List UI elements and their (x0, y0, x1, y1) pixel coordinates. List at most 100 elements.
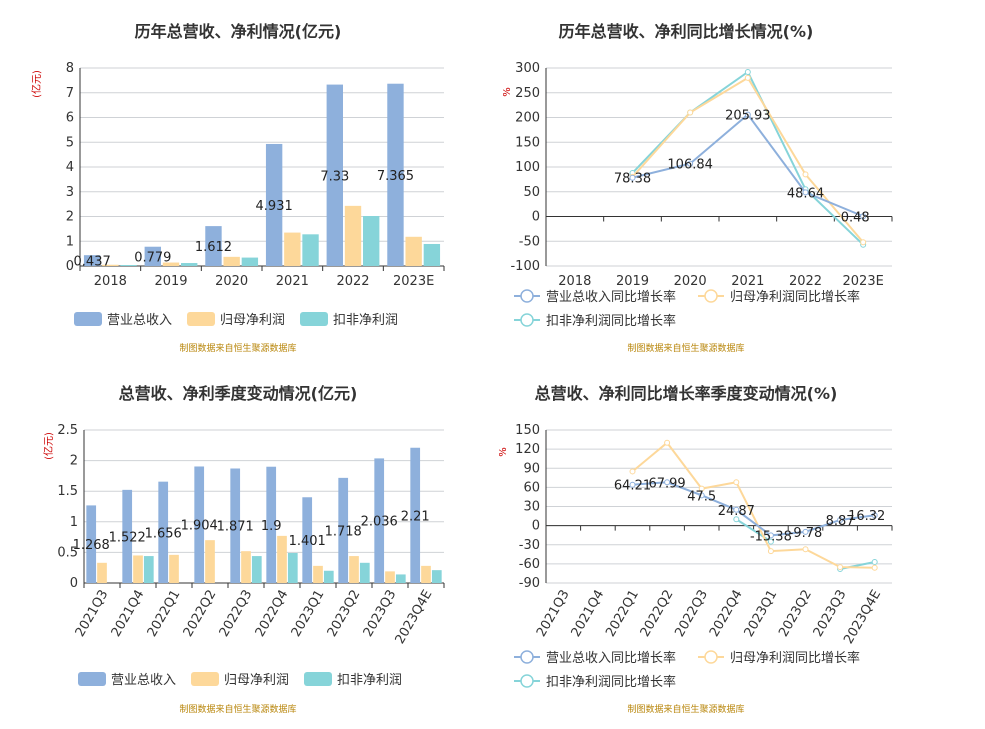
y-tick-label: 150 (515, 135, 540, 150)
bar-parent-profit (205, 540, 215, 583)
y-tick-label: 300 (515, 61, 540, 76)
line-data-label: 24.87 (718, 504, 755, 519)
y-axis-unit: % (502, 87, 513, 97)
bar-revenue (205, 226, 222, 266)
chart-annual-amount: 历年总营收、净利情况(亿元) (亿元) 0 1 2 3 4 5 6 7 8 2018 2019 2020 2… (30, 22, 445, 354)
y-tick-label: -50 (519, 234, 540, 249)
bar-data-label: 1.612 (195, 240, 232, 255)
bar-data-label: 4.931 (256, 199, 293, 214)
legend-label: 扣非净利润 (337, 673, 402, 688)
legend-marker (520, 313, 534, 327)
bar-parent-profit (241, 551, 251, 583)
bar-revenue (83, 255, 101, 266)
x-tick-label: 2023E (393, 274, 434, 289)
source-note: 制图数据来自恒生聚源数据库 (627, 703, 744, 715)
source-note: 制图数据来自恒生聚源数据库 (179, 703, 296, 715)
x-tick-label: 2022Q1 (603, 588, 642, 640)
legend-marker (520, 289, 534, 303)
x-tick-label: 2022Q3 (217, 588, 256, 640)
x-tick-label: 2020 (215, 274, 248, 289)
bar-data-label: 2.21 (401, 509, 430, 524)
y-tick-label: 2 (70, 454, 78, 469)
bar-data-label: 0.779 (134, 250, 171, 265)
y-tick-label: 7 (66, 86, 74, 101)
bar-parent-profit (284, 232, 301, 266)
bar-deducted-profit (302, 234, 319, 266)
y-tick-label: 2 (66, 210, 74, 225)
line-data-label: 8.87 (826, 514, 855, 529)
x-tick-label: 2022Q1 (145, 588, 184, 640)
bar-parent-profit (385, 571, 395, 583)
series-point (871, 512, 878, 519)
bar-revenue (158, 481, 169, 583)
y-tick-label: 250 (515, 86, 540, 101)
chart-title: 历年总营收、净利同比增长情况(%) (559, 22, 814, 41)
y-tick-label: 90 (523, 461, 540, 476)
series-point (744, 74, 751, 81)
x-tick-label: 2023Q3 (361, 588, 400, 640)
legend-label: 扣非净利润 (333, 313, 398, 328)
legend-label: 扣非净利润同比增长率 (546, 313, 676, 329)
source-note: 制图数据来自恒生聚源数据库 (179, 342, 296, 354)
x-tick-label: 2020 (674, 274, 707, 289)
series-point (837, 516, 844, 523)
bar-parent-profit (97, 562, 107, 583)
legend-label: 营业总收入 (107, 313, 172, 328)
bar-parent-profit (349, 556, 359, 583)
series-point (664, 479, 671, 486)
bar-parent-profit (405, 236, 422, 266)
bar-revenue (265, 143, 283, 266)
bar-data-label: 7.33 (320, 169, 349, 184)
bar-revenue (410, 447, 421, 583)
series-line-revenue (632, 481, 875, 537)
bar-revenue (122, 489, 133, 583)
y-axis-unit: (亿元) (30, 70, 43, 98)
line-data-label: 16.32 (848, 509, 885, 524)
bar-deducted-profit (423, 243, 441, 266)
series-point (629, 468, 636, 475)
y-tick-label: 0.5 (57, 545, 78, 560)
y-tick-label: -60 (519, 557, 540, 572)
legend-swatch (187, 312, 215, 326)
series-point (629, 174, 636, 181)
x-tick-label: 2023E (843, 274, 884, 289)
x-tick-label: 2019 (154, 274, 187, 289)
x-tick-label: 2022Q2 (638, 588, 677, 640)
y-tick-label: 100 (515, 160, 540, 175)
legend-marker (520, 674, 534, 688)
series-point (698, 492, 705, 499)
series-point (744, 68, 751, 75)
series-point (837, 564, 844, 571)
series-point (744, 111, 751, 118)
x-tick-label: 2021 (276, 274, 309, 289)
legend-swatch (78, 672, 106, 686)
series-point (802, 528, 809, 535)
x-tick-label: 2018 (94, 274, 127, 289)
legend-swatch (300, 312, 328, 326)
y-tick-label: -30 (519, 538, 540, 553)
series-point (767, 538, 774, 545)
y-tick-label: 50 (523, 185, 540, 200)
y-tick-label: 1 (70, 515, 78, 530)
line-data-label: -15.38 (750, 529, 792, 544)
x-tick-label: 2022 (789, 274, 822, 289)
x-tick-label: 2022Q2 (181, 588, 220, 640)
line-data-label: -9.78 (789, 526, 823, 541)
line-data-label: 67.99 (648, 476, 685, 491)
x-tick-label: 2023Q1 (289, 588, 328, 640)
x-tick-label: 2021Q4 (109, 588, 148, 640)
legend-swatch (191, 672, 219, 686)
x-tick-label: 2021 (731, 274, 764, 289)
y-tick-label: 0 (532, 519, 540, 534)
series-point (871, 564, 878, 571)
legend-label: 归母净利润同比增长率 (730, 650, 860, 666)
series-point (767, 532, 774, 539)
bar-deducted-profit (395, 574, 406, 583)
bar-deducted-profit (431, 570, 442, 583)
series-point (871, 558, 878, 565)
bar-data-label: 7.365 (377, 169, 414, 184)
bar-revenue (194, 466, 205, 583)
bar-data-label: 1.268 (73, 538, 110, 553)
line-data-label: 205.93 (725, 109, 771, 124)
